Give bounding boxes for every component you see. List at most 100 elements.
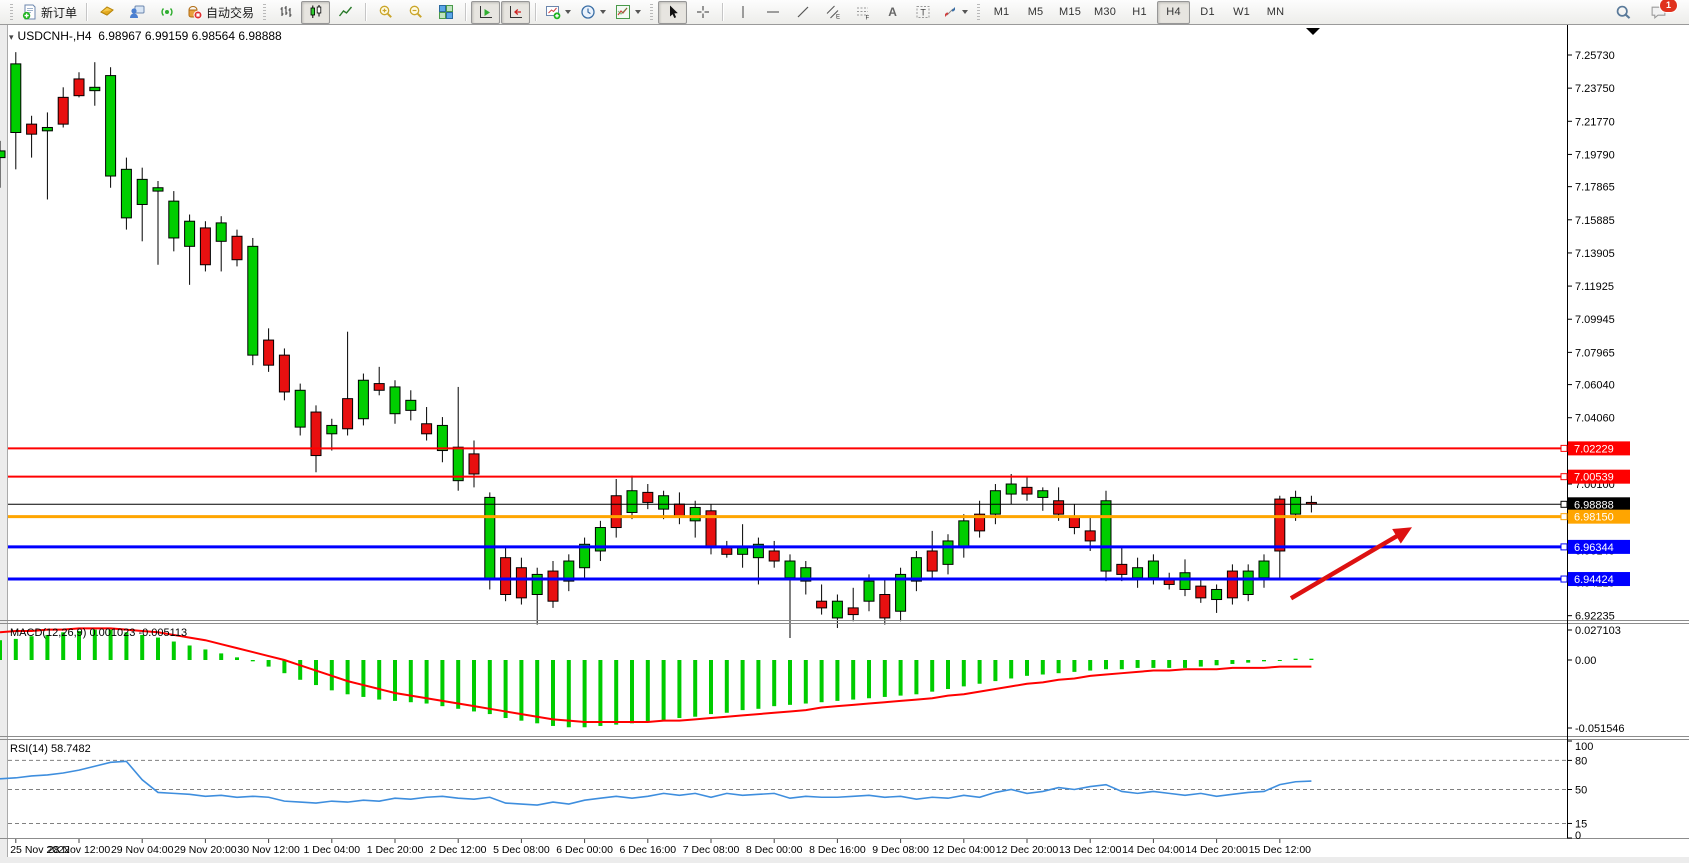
- new-order-button[interactable]: 新订单: [18, 1, 81, 24]
- profile-icon: [129, 4, 145, 20]
- line-chart-type-button[interactable]: [331, 1, 360, 24]
- price-tag-6.94424[interactable]: 6.94424: [1560, 572, 1630, 587]
- tile-windows-button[interactable]: [431, 1, 460, 24]
- chart-shift-marker[interactable]: [1306, 28, 1320, 35]
- timeframe-button-mn[interactable]: MN: [1266, 6, 1285, 18]
- chevron-down-icon: [962, 10, 969, 14]
- price-tag-7.00539[interactable]: 7.00539: [1560, 469, 1630, 484]
- macd-indicator-label: MACD(12,26,9) 0.001023 -0.005113: [10, 627, 187, 639]
- timeframe-button-w1[interactable]: W1: [1233, 6, 1250, 18]
- notifications-button[interactable]: 1: [1644, 0, 1678, 24]
- zoom-out-button[interactable]: [401, 1, 430, 24]
- trendline-tool-button[interactable]: [788, 1, 817, 24]
- candle: [515, 557, 527, 605]
- svg-text:7.00539: 7.00539: [1574, 472, 1614, 484]
- market-watch-button[interactable]: [92, 1, 121, 24]
- time-label: 7 Dec 08:00: [683, 844, 740, 856]
- timeframe-toolbar: M1 M5 M15 M30 H1 H4 D1 W1 MN: [985, 0, 1292, 24]
- price-tag-6.96344[interactable]: 6.96344: [1560, 539, 1630, 554]
- fibonacci-tool-button[interactable]: F: [848, 1, 877, 24]
- window-chrome: [0, 25, 1689, 863]
- new-chart-button[interactable]: [541, 1, 575, 24]
- candle: [1258, 554, 1270, 588]
- candle: [1005, 473, 1017, 505]
- text-tool-button[interactable]: A: [878, 1, 907, 24]
- ohlc-values: 6.98967 6.99159 6.98564 6.98888: [98, 29, 282, 43]
- toolbar-separator: [365, 3, 367, 21]
- candle: [1211, 584, 1223, 613]
- candle: [89, 62, 101, 106]
- new-order-label: 新订单: [41, 5, 78, 20]
- candle: [294, 383, 306, 436]
- timeframe-button-m15[interactable]: M15: [1059, 6, 1082, 18]
- candle: [958, 514, 970, 558]
- profile-button[interactable]: [122, 1, 151, 24]
- time-label: 1 Dec 04:00: [303, 844, 360, 856]
- candlestick-chart-type-button[interactable]: [301, 0, 331, 24]
- search-button[interactable]: [1609, 1, 1638, 24]
- auto-scroll-button[interactable]: [471, 0, 501, 24]
- horizontal-lines-layer[interactable]: [8, 447, 1567, 581]
- crosshair-tool-button[interactable]: [688, 1, 717, 24]
- price-axis[interactable]: 7.25730 7.23750 7.21770 7.19790 7.17865 7.158…: [1567, 50, 1615, 623]
- price-tag-7.02229[interactable]: 7.02229: [1560, 441, 1630, 456]
- price-tick-label: 7.07965: [1575, 347, 1615, 359]
- time-label: 1 Dec 20:00: [367, 844, 424, 856]
- price-tag-6.98150[interactable]: 6.98150: [1560, 509, 1630, 524]
- candle: [1195, 579, 1207, 603]
- equidistant-channel-tool-button[interactable]: E: [818, 1, 847, 24]
- timeframe-button-m30[interactable]: M30: [1094, 6, 1117, 18]
- candle: [926, 530, 938, 578]
- rsi-name: RSI(14): [10, 743, 48, 755]
- text-tool-icon: A: [888, 5, 897, 19]
- candle: [816, 584, 828, 615]
- price-tick-label: 7.21770: [1575, 116, 1615, 128]
- candlestick-icon: [308, 4, 324, 20]
- timeframe-button-h1[interactable]: H1: [1132, 6, 1147, 18]
- signal-icon: [159, 4, 175, 20]
- timeframe-button-d1[interactable]: D1: [1200, 6, 1215, 18]
- macd-signal-value: -0.005113: [138, 627, 188, 639]
- chart-shift-button[interactable]: [501, 0, 531, 24]
- text-label-tool-button[interactable]: T: [908, 1, 937, 24]
- bar-chart-type-button[interactable]: [271, 1, 300, 24]
- auto-scroll-icon: [478, 4, 494, 20]
- time-label: 30 Nov 12:00: [237, 844, 300, 856]
- candle: [642, 484, 654, 510]
- candle: [357, 373, 369, 426]
- zoom-in-button[interactable]: [371, 1, 400, 24]
- price-tag-6.98888[interactable]: 6.98888: [1560, 497, 1630, 512]
- candle: [105, 67, 117, 188]
- price-tick-label: 7.17865: [1575, 182, 1615, 194]
- candle: [689, 500, 701, 538]
- svg-text:F: F: [865, 16, 869, 21]
- horizontal-line-tool-button[interactable]: [758, 1, 787, 24]
- candle: [673, 492, 685, 525]
- candle: [73, 72, 85, 98]
- periods-button[interactable]: [576, 1, 610, 24]
- cursor-icon: [665, 4, 681, 20]
- candle: [626, 475, 638, 520]
- timeframe-button-h4[interactable]: H4: [1157, 0, 1191, 24]
- timeframe-button-m1[interactable]: M1: [993, 6, 1010, 18]
- candle: [168, 191, 180, 252]
- auto-trading-button[interactable]: 自动交易: [182, 1, 258, 24]
- vertical-line-tool-button[interactable]: [728, 1, 757, 24]
- chart-menu-triangle-icon[interactable]: ▾: [9, 32, 14, 42]
- signals-button[interactable]: [152, 1, 181, 24]
- candle: [768, 540, 780, 568]
- candle: [1037, 487, 1049, 511]
- macd-pane: 0.027103 0.00 -0.051546: [0, 625, 1625, 735]
- time-label: 14 Dec 04:00: [1122, 844, 1185, 856]
- auto-trading-label: 自动交易: [206, 5, 255, 20]
- candle: [421, 407, 433, 441]
- timeframe-button-m5[interactable]: M5: [1027, 6, 1044, 18]
- trend-arrow-annotation[interactable]: [1289, 527, 1412, 601]
- macd-name: MACD(12,26,9): [10, 627, 87, 639]
- cursor-tool-button[interactable]: [658, 0, 688, 24]
- indicators-button[interactable]: [611, 1, 645, 24]
- arrows-tool-button[interactable]: [938, 1, 972, 24]
